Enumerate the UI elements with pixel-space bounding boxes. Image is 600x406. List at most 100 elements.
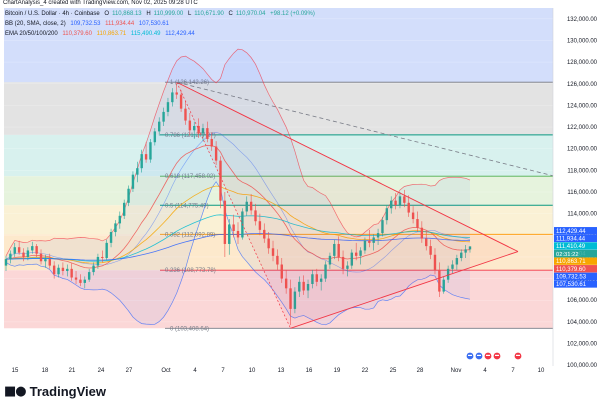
candle[interactable]: [433, 248, 437, 275]
bb-legend[interactable]: BB (20, SMA, close, 2) 109,732.53 111,93…: [5, 21, 172, 27]
candle[interactable]: [293, 287, 297, 314]
economic-event-flag-icon[interactable]: [514, 352, 522, 360]
candle[interactable]: [363, 237, 367, 254]
candle[interactable]: [385, 204, 389, 225]
candle[interactable]: [350, 249, 354, 269]
economic-event-flag-icon[interactable]: [493, 352, 501, 360]
candle[interactable]: [214, 141, 218, 165]
ema-legend[interactable]: EMA 20/50/100/200 110,379.60 110,863.71 …: [5, 31, 198, 37]
economic-event-flag-icon[interactable]: [484, 352, 492, 360]
candle[interactable]: [193, 121, 196, 139]
candle[interactable]: [455, 254, 459, 270]
candle[interactable]: [315, 268, 318, 287]
candle[interactable]: [57, 264, 60, 278]
candle[interactable]: [101, 250, 104, 263]
candle[interactable]: [48, 253, 51, 269]
candle[interactable]: [31, 241, 34, 254]
candle[interactable]: [131, 171, 135, 192]
candle[interactable]: [96, 253, 100, 269]
candle[interactable]: [79, 274, 82, 287]
candle[interactable]: [425, 230, 428, 251]
candle[interactable]: [249, 194, 253, 215]
candle[interactable]: [267, 232, 270, 254]
candle[interactable]: [74, 271, 78, 284]
candle[interactable]: [446, 265, 450, 283]
candle[interactable]: [179, 90, 183, 112]
candle[interactable]: [171, 88, 174, 107]
candle[interactable]: [306, 279, 310, 299]
candle[interactable]: [52, 261, 56, 279]
candle[interactable]: [302, 275, 305, 295]
candle[interactable]: [17, 240, 21, 255]
candle[interactable]: [276, 249, 279, 270]
candle[interactable]: [219, 156, 222, 209]
candle[interactable]: [403, 189, 406, 208]
candle[interactable]: [105, 239, 108, 261]
candle[interactable]: [442, 276, 445, 294]
candle[interactable]: [429, 239, 432, 260]
candle[interactable]: [162, 107, 165, 126]
candle[interactable]: [407, 195, 410, 217]
candle[interactable]: [394, 193, 397, 210]
candle[interactable]: [61, 262, 65, 276]
candle[interactable]: [184, 101, 187, 125]
candle[interactable]: [228, 219, 231, 255]
candle[interactable]: [398, 192, 402, 209]
candle[interactable]: [236, 222, 240, 244]
candle[interactable]: [416, 211, 419, 233]
candle[interactable]: [460, 249, 463, 262]
candle[interactable]: [376, 228, 380, 246]
candle[interactable]: [22, 248, 25, 262]
candle[interactable]: [346, 261, 349, 277]
candle[interactable]: [188, 112, 192, 136]
candle[interactable]: [438, 262, 441, 297]
candle[interactable]: [223, 192, 227, 257]
candle[interactable]: [140, 149, 143, 173]
candle[interactable]: [149, 138, 152, 163]
candle[interactable]: [341, 250, 345, 275]
candle[interactable]: [70, 263, 73, 281]
candle[interactable]: [245, 196, 248, 216]
candle[interactable]: [319, 274, 323, 291]
candle[interactable]: [136, 161, 139, 183]
candle[interactable]: [333, 239, 336, 260]
tradingview-brand[interactable]: ■● TradingView: [4, 384, 106, 399]
candle[interactable]: [66, 264, 69, 277]
candle[interactable]: [127, 185, 130, 207]
candle[interactable]: [311, 269, 314, 289]
candle[interactable]: [368, 229, 371, 248]
candle[interactable]: [372, 234, 375, 251]
candle[interactable]: [232, 214, 235, 238]
candle[interactable]: [175, 82, 178, 99]
candle[interactable]: [324, 261, 327, 282]
candle[interactable]: [87, 268, 91, 282]
candle[interactable]: [13, 242, 16, 257]
candle[interactable]: [109, 228, 113, 248]
candle[interactable]: [122, 199, 126, 220]
candle[interactable]: [271, 240, 275, 262]
candle[interactable]: [114, 220, 117, 237]
candle[interactable]: [158, 117, 161, 136]
candle[interactable]: [166, 97, 170, 117]
economic-event-flag-icon[interactable]: [475, 352, 483, 360]
candle[interactable]: [26, 247, 30, 261]
candle[interactable]: [464, 245, 467, 259]
candle[interactable]: [451, 260, 454, 274]
candle[interactable]: [284, 269, 288, 294]
candle[interactable]: [254, 203, 257, 226]
candle[interactable]: [280, 258, 283, 283]
economic-event-flag-icon[interactable]: [466, 352, 474, 360]
candle[interactable]: [144, 142, 148, 163]
candlesticks[interactable]: [4, 82, 472, 326]
candle[interactable]: [9, 250, 12, 264]
candle[interactable]: [354, 242, 358, 261]
candle[interactable]: [210, 132, 213, 151]
candle[interactable]: [92, 262, 95, 276]
candle[interactable]: [298, 276, 301, 297]
candle[interactable]: [153, 128, 157, 146]
candle[interactable]: [468, 246, 472, 253]
candle[interactable]: [118, 211, 122, 229]
candle[interactable]: [337, 236, 340, 262]
